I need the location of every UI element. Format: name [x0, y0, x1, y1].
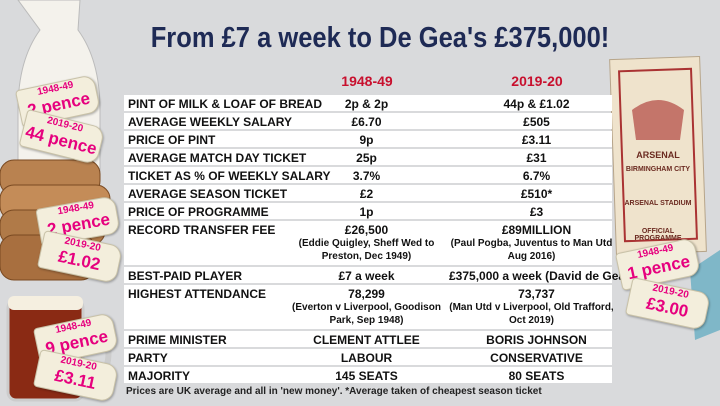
column-header: 1948-49 [341, 73, 393, 89]
value-2019: £375,000 a week (David de Gea) [449, 269, 630, 283]
value-1948: £7 a week [338, 269, 395, 283]
value-2019: £31 [526, 151, 547, 165]
table-row: AVERAGE MATCH DAY TICKET 25p £31 [124, 149, 612, 165]
note-1948: (Eddie Quigley, Sheff Wed to Preston, De… [298, 238, 435, 262]
value-1948: £6.70 [351, 115, 382, 129]
programme-label: OFFICIAL PROGRAMME [634, 228, 682, 242]
value-1948: 3.7% [352, 169, 381, 183]
value-2019: £510* [520, 187, 553, 201]
table-row: HIGHEST ATTENDANCE 78,299 73,737 (Everton v… [124, 285, 614, 329]
value-1948: £26,500 [344, 223, 389, 237]
value-2019: £3.11 [521, 133, 552, 147]
programme-opponent: BIRMINGHAM CITY [625, 166, 691, 173]
table-row: AVERAGE WEEKLY SALARY £6.70 £505 [124, 113, 612, 129]
row-label: PRICE OF PINT [128, 133, 216, 147]
table-row: PARTY LABOUR CONSERVATIVE [124, 349, 612, 365]
value-2019: 73,737 [518, 287, 555, 301]
table-row: PINT OF MILK & LOAF OF BREAD 2p & 2p 44p &… [124, 95, 612, 111]
value-1948: 1p [359, 205, 374, 219]
row-label: AVERAGE SEASON TICKET [128, 187, 288, 201]
value-1948: 25p [356, 151, 377, 165]
footnote: Prices are UK average and all in 'new mo… [126, 386, 542, 397]
value-1948: £2 [359, 187, 374, 201]
table-row: AVERAGE SEASON TICKET £2 £510* [124, 185, 612, 201]
row-label: HIGHEST ATTENDANCE [128, 287, 266, 301]
row-label: BEST-PAID PLAYER [128, 269, 243, 283]
row-label: AVERAGE MATCH DAY TICKET [128, 151, 307, 165]
table-row: PRIME MINISTER CLEMENT ATTLEE BORIS JOHNSO… [124, 331, 612, 347]
value-1948: CLEMENT ATTLEE [313, 333, 420, 347]
row-label: PINT OF MILK & LOAF OF BREAD [128, 97, 322, 111]
row-label: RECORD TRANSFER FEE [128, 223, 276, 237]
row-label: AVERAGE WEEKLY SALARY [128, 115, 293, 129]
value-1948: 145 SEATS [335, 369, 398, 383]
table-row: PRICE OF PROGRAMME 1p £3 [124, 203, 612, 219]
value-2019: 80 SEATS [508, 369, 565, 383]
row-label: PRIME MINISTER [128, 333, 227, 347]
note-2019: (Paul Pogba, Juventus to Man Utd Aug 201… [450, 238, 613, 262]
value-2019: £89MILLION [501, 223, 572, 237]
value-2019: £505 [523, 115, 550, 129]
row-label: PRICE OF PROGRAMME [128, 205, 269, 219]
table-row: TICKET AS % OF WEEKLY SALARY 3.7% 6.7% [124, 167, 612, 183]
row-label: PARTY [128, 351, 168, 365]
value-1948: 9p [359, 133, 374, 147]
value-2019: 44p & £1.02 [503, 97, 570, 111]
title: From £7 a week to De Gea's £375,000! [150, 22, 610, 54]
value-2019: £3 [529, 205, 544, 219]
value-1948: 2p & 2p [344, 97, 389, 111]
value-2019: BORIS JOHNSON [486, 333, 587, 347]
table-row: BEST-PAID PLAYER £7 a week £375,000 a week… [124, 267, 629, 283]
table-row: PRICE OF PINT 9p £3.11 [124, 131, 612, 147]
note-2019: (Man Utd v Liverpool, Old Trafford, Oct … [449, 302, 614, 326]
row-label: MAJORITY [128, 369, 191, 383]
note-1948: (Everton v Liverpool, Goodison Park, Sep… [292, 302, 441, 326]
value-2019: 6.7% [522, 169, 551, 183]
programme-venue: ARSENAL STADIUM [624, 200, 692, 207]
programme-club: ARSENAL [636, 150, 680, 160]
value-1948: LABOUR [340, 351, 393, 365]
table-row: MAJORITY 145 SEATS 80 SEATS [124, 367, 612, 383]
value-2019: CONSERVATIVE [490, 351, 583, 365]
row-label: TICKET AS % OF WEEKLY SALARY [128, 169, 331, 183]
table-row: RECORD TRANSFER FEE £26,500 £89MILLION (Edd… [124, 221, 612, 265]
column-header: 2019-20 [511, 73, 563, 89]
value-1948: 78,299 [348, 287, 385, 301]
